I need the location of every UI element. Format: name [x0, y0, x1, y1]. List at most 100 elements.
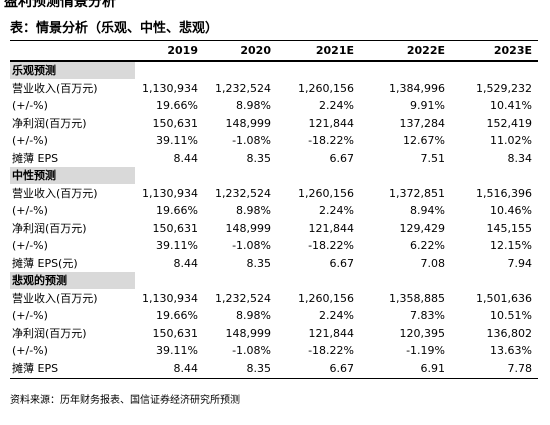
cell-value: -18.22% [308, 344, 354, 357]
row-label: 营业收入(百万元) [12, 291, 98, 305]
cell-value: 148,999 [225, 116, 272, 130]
cell-value: 120,395 [399, 326, 446, 340]
cell-value: 8.34 [507, 151, 533, 165]
cell-value: 1,372,851 [389, 186, 445, 200]
cell-value: 136,802 [486, 326, 533, 340]
cell-value: 10.51% [490, 309, 532, 322]
cell-value: 8.98% [236, 309, 271, 322]
cell-value: 148,999 [225, 326, 272, 340]
cell-value: 39.11% [156, 344, 198, 357]
cell-value: 1,260,156 [298, 186, 354, 200]
row-label: 营业收入(百万元) [12, 186, 98, 200]
cell-value: 152,419 [486, 116, 533, 130]
cell-value: 8.98% [236, 204, 271, 217]
column-header: 2019 [167, 44, 198, 57]
cell-value: 148,999 [225, 221, 272, 235]
cell-value: 7.78 [507, 361, 533, 375]
cell-value: 1,232,524 [215, 291, 271, 305]
cell-value: 6.91 [420, 361, 446, 375]
cell-value: 1,130,934 [142, 186, 198, 200]
section-name: 乐观预测 [12, 64, 56, 77]
cell-value: -18.22% [308, 239, 354, 252]
cell-value: 6.67 [329, 361, 355, 375]
cell-value: 6.22% [410, 239, 445, 252]
cell-value: 1,130,934 [142, 81, 198, 95]
cell-value: 1,358,885 [389, 291, 445, 305]
row-label: 摊薄 EPS [12, 151, 59, 165]
section-band [10, 62, 135, 79]
cell-value: 12.67% [403, 134, 445, 147]
rule [10, 378, 538, 379]
cell-value: 2.24% [319, 309, 354, 322]
row-label: (+/-%) [12, 99, 48, 112]
cell-value: -18.22% [308, 134, 354, 147]
rule [10, 40, 538, 41]
table-title: 表：情景分析（乐观、中性、悲观） [10, 21, 219, 36]
section-band [10, 167, 135, 184]
row-label: (+/-%) [12, 134, 48, 147]
cell-value: 1,529,232 [476, 81, 532, 95]
cell-value: 1,260,156 [298, 291, 354, 305]
cell-value: 11.02% [490, 134, 532, 147]
cell-value: 13.63% [490, 344, 532, 357]
cell-value: 121,844 [308, 326, 355, 340]
cell-value: 1,130,934 [142, 291, 198, 305]
cell-value: 8.35 [246, 256, 272, 270]
cell-value: 10.41% [490, 99, 532, 112]
cell-value: 8.44 [173, 151, 199, 165]
cell-value: 1,384,996 [389, 81, 445, 95]
cell-value: 150,631 [152, 221, 199, 235]
cell-value: -1.08% [232, 239, 271, 252]
cell-value: 19.66% [156, 204, 198, 217]
cell-value: 150,631 [152, 116, 199, 130]
cell-value: 8.44 [173, 361, 199, 375]
cell-value: 7.51 [420, 151, 446, 165]
cell-value: 137,284 [399, 116, 446, 130]
row-label: (+/-%) [12, 309, 48, 322]
cell-value: 121,844 [308, 221, 355, 235]
row-label: 净利润(百万元) [12, 221, 87, 235]
cell-value: 2.24% [319, 204, 354, 217]
cell-value: 2.24% [319, 99, 354, 112]
rule [10, 60, 538, 62]
cell-value: 8.94% [410, 204, 445, 217]
column-header: 2021E [315, 44, 354, 57]
cell-value: 7.94 [507, 256, 533, 270]
cell-value: 8.35 [246, 361, 272, 375]
cell-value: 10.46% [490, 204, 532, 217]
column-header: 2023E [493, 44, 532, 57]
cell-value: 121,844 [308, 116, 355, 130]
row-label: (+/-%) [12, 204, 48, 217]
cell-value: 19.66% [156, 99, 198, 112]
cell-value: 1,260,156 [298, 81, 354, 95]
cell-value: 1,516,396 [476, 186, 532, 200]
row-label: 营业收入(百万元) [12, 81, 98, 95]
section-name: 悲观的预测 [12, 274, 67, 287]
section-band [10, 272, 135, 289]
cell-value: 8.98% [236, 99, 271, 112]
cell-value: 39.11% [156, 134, 198, 147]
cell-value: 6.67 [329, 151, 355, 165]
source: 资料来源：历年财务报表、国信证券经济研究所预测 [10, 395, 240, 406]
cell-value: 129,429 [399, 221, 446, 235]
cell-value: 150,631 [152, 326, 199, 340]
cell-value: 6.67 [329, 256, 355, 270]
row-label: (+/-%) [12, 239, 48, 252]
cell-value: 7.83% [410, 309, 445, 322]
cell-value: 7.08 [420, 256, 446, 270]
cell-value: 8.35 [246, 151, 272, 165]
cell-value: 39.11% [156, 239, 198, 252]
cell-value: 1,501,636 [476, 291, 532, 305]
cell-value: -1.08% [232, 134, 271, 147]
cell-value: -1.19% [406, 344, 445, 357]
cell-value: -1.08% [232, 344, 271, 357]
cell-value: 8.44 [173, 256, 199, 270]
column-header: 2020 [240, 44, 271, 57]
cell-value: 145,155 [486, 221, 533, 235]
row-label: 摊薄 EPS [12, 361, 59, 375]
row-label: 净利润(百万元) [12, 326, 87, 340]
column-header: 2022E [406, 44, 445, 57]
row-label: 摊薄 EPS(元) [12, 256, 78, 270]
cell-value: 1,232,524 [215, 186, 271, 200]
